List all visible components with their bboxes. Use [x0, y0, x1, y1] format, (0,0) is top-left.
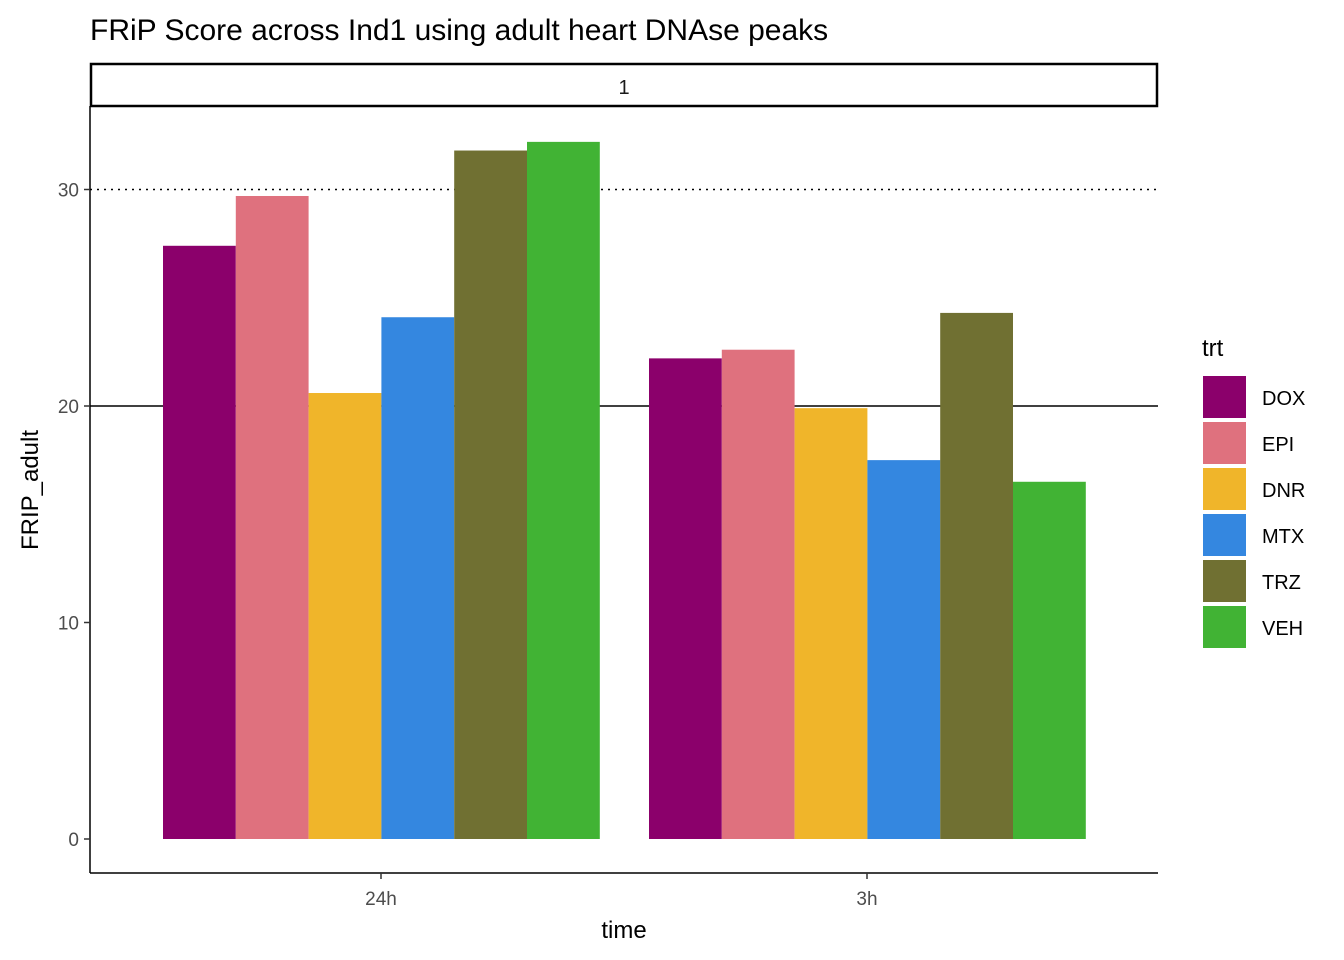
y-axis-title: FRIP_adult — [17, 430, 44, 550]
x-tick-label-3h: 3h — [856, 889, 877, 910]
legend: trt DOX EPI DNR MTX TRZ VEH — [1202, 335, 1305, 648]
legend-key-veh — [1203, 606, 1246, 648]
y-tick-label: 20 — [58, 397, 79, 418]
bar-mtx-24h — [381, 317, 455, 839]
legend-label-mtx: MTX — [1262, 526, 1304, 548]
bar-trz-3h — [940, 312, 1013, 839]
bars — [163, 141, 1086, 840]
legend-key-mtx — [1203, 514, 1246, 556]
legend-key-epi — [1203, 422, 1246, 464]
y-tick-label: 0 — [68, 830, 79, 851]
legend-key-trz — [1203, 560, 1246, 602]
bar-epi-24h — [235, 195, 309, 839]
x-tick-label-24h: 24h — [365, 889, 397, 910]
x-axis-title: time — [601, 917, 646, 944]
bar-mtx-3h — [867, 460, 941, 839]
bar-dnr-24h — [308, 393, 382, 839]
legend-key-dnr — [1203, 468, 1246, 510]
bar-dox-24h — [163, 245, 236, 840]
facet-strip: 1 — [89, 62, 1159, 108]
legend-label-epi: EPI — [1262, 434, 1294, 456]
bar-dox-3h — [649, 358, 722, 839]
legend-label-dox: DOX — [1262, 388, 1305, 410]
y-ticks: 0 10 20 30 — [58, 181, 90, 851]
legend-title: trt — [1202, 335, 1224, 362]
bar-veh-24h — [527, 141, 600, 839]
bar-dnr-3h — [794, 408, 868, 839]
legend-label-dnr: DNR — [1262, 480, 1305, 502]
legend-label-trz: TRZ — [1262, 572, 1301, 594]
y-tick-label: 30 — [58, 181, 79, 202]
legend-key-dox — [1203, 376, 1246, 418]
legend-label-veh: VEH — [1262, 618, 1303, 640]
axes — [89, 106, 1158, 874]
bar-trz-24h — [454, 150, 527, 839]
y-tick-label: 10 — [58, 614, 79, 635]
facet-strip-label: 1 — [618, 77, 629, 99]
x-ticks: 24h 3h — [365, 873, 878, 910]
chart-title: FRiP Score across Ind1 using adult heart… — [90, 14, 828, 47]
bar-epi-3h — [721, 349, 795, 839]
facet-strip-box — [89, 62, 1159, 108]
bar-veh-3h — [1013, 481, 1086, 839]
